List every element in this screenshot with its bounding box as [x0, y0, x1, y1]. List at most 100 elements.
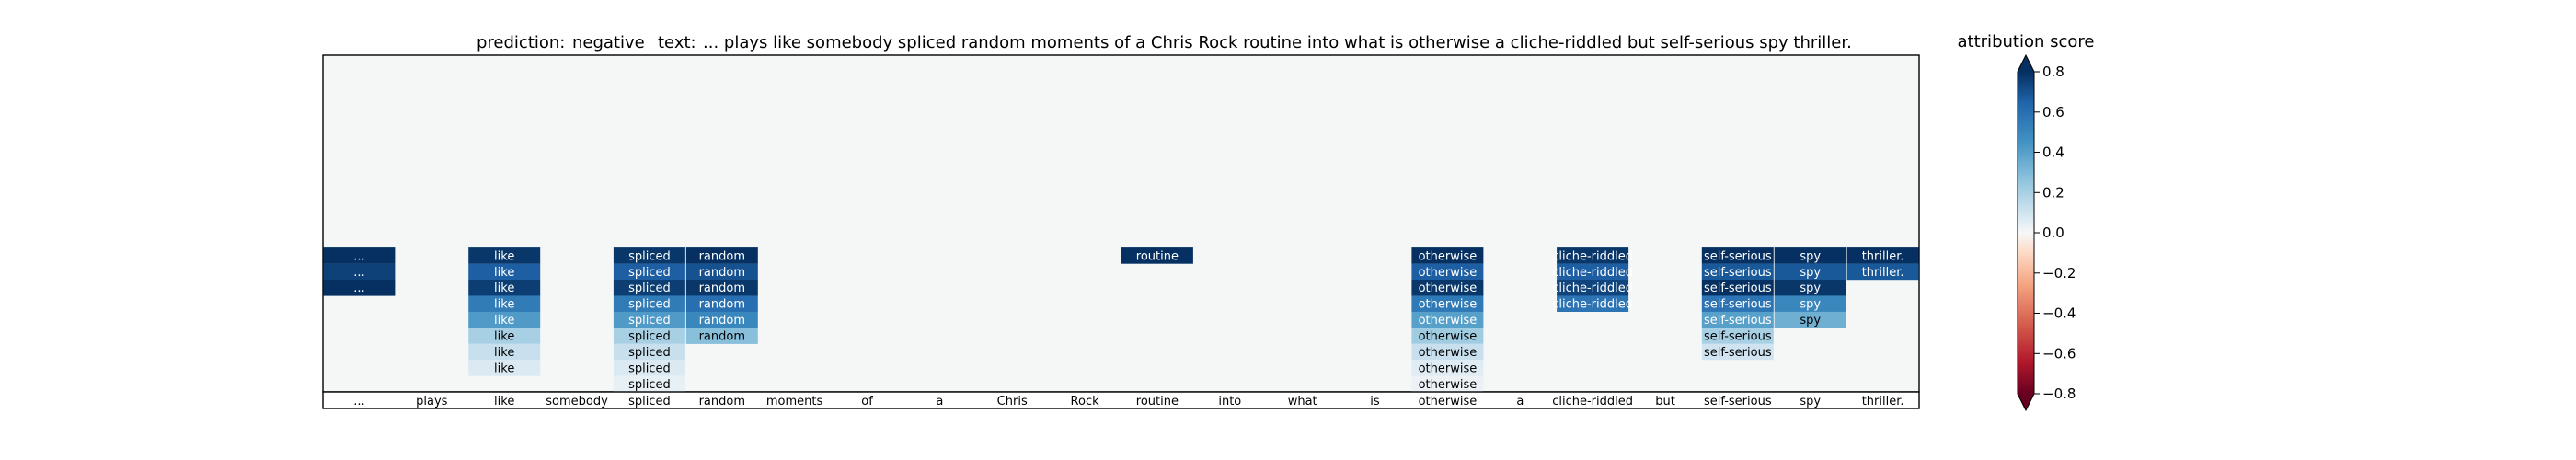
heatmap-cell [1411, 280, 1484, 296]
heatmap-cell [613, 247, 685, 264]
heatmap-cell [468, 328, 541, 344]
heatmap-cell-label: self-serious [1704, 266, 1772, 280]
token-label: ... [353, 395, 364, 408]
heatmap-cell [323, 280, 396, 296]
heatmap-cell [613, 263, 685, 281]
heatmap-cell-label: otherwise [1419, 330, 1478, 344]
heatmap-cell-label: spy [1800, 282, 1821, 295]
heatmap-cell [468, 280, 541, 296]
token-axis [322, 391, 1920, 409]
heatmap-cell-label: ... [353, 266, 364, 280]
heatmap-cell [613, 360, 685, 376]
heatmap-cell [613, 280, 685, 296]
heatmap-cell-label: like [494, 346, 514, 360]
token-label: a [936, 395, 943, 408]
token-label: otherwise [1419, 395, 1478, 408]
heatmap-cell-label: otherwise [1419, 378, 1478, 392]
heatmap-cell-label: spliced [628, 346, 671, 360]
heatmap-cell-label: spliced [628, 298, 671, 312]
heatmap-cell-label: random [699, 266, 745, 280]
heatmap-panel [322, 54, 1920, 393]
heatmap-cell [1411, 295, 1484, 312]
heatmap-cell-label: otherwise [1419, 314, 1478, 328]
token-label: moments [766, 395, 823, 408]
heatmap-cell [468, 247, 541, 264]
heatmap-cell [685, 280, 758, 296]
heatmap-cell [468, 263, 541, 281]
heatmap-cell-label: self-serious [1704, 282, 1772, 295]
heatmap-cell-label: thriller. [1862, 249, 1904, 263]
heatmap-cell-label: self-serious [1704, 314, 1772, 328]
heatmap-cell-label: spliced [628, 362, 671, 375]
token-label: somebody [546, 395, 608, 408]
heatmap-cell-label: random [699, 249, 745, 263]
token-labels: ... plays like somebody spliced random moments… [353, 395, 1903, 408]
heatmap-cell-label: spy [1800, 298, 1821, 312]
prediction-label: prediction: [477, 33, 565, 52]
heatmap-cell-label: ... [353, 282, 364, 295]
text-value: ... plays like somebody spliced random m… [703, 33, 1852, 52]
heatmap-cell-label: self-serious [1704, 346, 1772, 360]
colorbar-ticks: 0.8 0.6 0.4 0.2 0.0 −0.2 −0.4 −0.6 −0.8 [2034, 63, 2076, 402]
colorbar-tick-label: 0.6 [2042, 104, 2064, 121]
heatmap-cell-label: spliced [628, 249, 671, 263]
colorbar [2018, 72, 2034, 394]
heatmap-cell-label: cliche-riddled [1552, 282, 1633, 295]
heatmap-cell-label: spliced [628, 266, 671, 280]
heatmap-cell-label: otherwise [1419, 266, 1478, 280]
token-label: cliche-riddled [1552, 395, 1633, 408]
heatmap-cell-label: spy [1800, 249, 1821, 263]
token-label: like [494, 395, 514, 408]
colorbar-tick-label: 0.4 [2042, 144, 2064, 161]
heatmap-cell-label: spliced [628, 314, 671, 328]
heatmap-cell-label: ... [353, 249, 364, 263]
heatmap-cell-label: self-serious [1704, 249, 1772, 263]
token-label: Rock [1071, 395, 1100, 408]
heatmap-cell [1411, 263, 1484, 281]
token-label: Chris [997, 395, 1028, 408]
prediction-value: negative [572, 33, 645, 52]
heatmap-cell [468, 343, 541, 361]
colorbar-tick-label: 0.8 [2042, 63, 2064, 80]
heatmap-cell [468, 295, 541, 312]
heatmap-cell [1774, 280, 1846, 296]
heatmap-cell [1701, 343, 1774, 361]
heatmap-cell [1557, 295, 1629, 312]
heatmap-cell [1557, 263, 1629, 281]
heatmap-cell [1701, 311, 1774, 328]
token-label: self-serious [1704, 395, 1772, 408]
heatmap-cell [1411, 360, 1484, 376]
heatmap-cell [1701, 328, 1774, 344]
heatmap-cell-label: routine [1136, 249, 1179, 263]
heatmap-cell-label: like [494, 249, 514, 263]
heatmap-cell [685, 247, 758, 264]
heatmap-cell-label: cliche-riddled [1552, 249, 1633, 263]
heatmap-cell [1121, 247, 1193, 264]
heatmap-cell-label: spliced [628, 330, 671, 344]
heatmap-cell-label: like [494, 362, 514, 375]
heatmap-cell-label: otherwise [1419, 346, 1478, 360]
heatmap-cell-label: random [699, 330, 745, 344]
heatmap-cell-label: thriller. [1862, 266, 1904, 280]
heatmap-cell-label: spliced [628, 378, 671, 392]
heatmap-cell [1411, 343, 1484, 361]
heatmap-cell-label: like [494, 330, 514, 344]
heatmap-cell-label: otherwise [1419, 362, 1478, 375]
text-label: text: [658, 33, 696, 52]
heatmap-cell [685, 263, 758, 281]
token-label: thriller. [1862, 395, 1904, 408]
token-label: is [1370, 395, 1380, 408]
heatmap-cell [468, 311, 541, 328]
heatmap-cell-label: spliced [628, 282, 671, 295]
heatmap-cell [1774, 247, 1846, 264]
token-label: random [699, 395, 745, 408]
heatmap-cell [613, 311, 685, 328]
heatmap-cell-label: self-serious [1704, 298, 1772, 312]
heatmap-cell [1701, 263, 1774, 281]
heatmap-cell-label: otherwise [1419, 249, 1478, 263]
token-label: routine [1136, 395, 1179, 408]
heatmap-cell [1701, 295, 1774, 312]
colorbar-tick-label: −0.2 [2042, 265, 2076, 282]
token-label: spliced [628, 395, 671, 408]
heatmap-cell [468, 360, 541, 376]
